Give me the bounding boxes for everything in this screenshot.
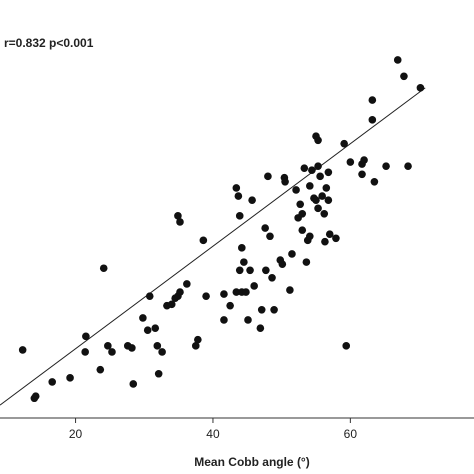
point (302, 258, 311, 266)
point (18, 346, 27, 354)
point (240, 258, 248, 266)
point (292, 186, 300, 194)
point (256, 324, 265, 332)
annotation: r=0.832 p<0.001 (4, 36, 94, 50)
point (346, 158, 355, 166)
point (314, 162, 322, 170)
point (306, 232, 314, 241)
x-tick-label: 20 (69, 427, 83, 441)
point (235, 266, 244, 275)
fit-line (0, 87, 426, 406)
point (262, 266, 270, 275)
point (104, 342, 112, 350)
point (264, 172, 272, 181)
point (360, 156, 368, 164)
point (174, 212, 182, 220)
point (400, 72, 408, 81)
point (278, 260, 287, 268)
point (393, 56, 402, 64)
point (129, 380, 138, 388)
point (308, 166, 316, 175)
point (321, 237, 329, 246)
x-tick-label: 40 (206, 427, 220, 441)
point (48, 378, 57, 386)
point (108, 348, 116, 356)
point (270, 305, 278, 314)
point (220, 290, 228, 298)
point (235, 212, 244, 220)
point (242, 288, 250, 296)
point (234, 192, 243, 200)
point (322, 184, 331, 192)
point (318, 192, 326, 200)
point (342, 342, 351, 350)
point (324, 168, 333, 177)
point (324, 196, 333, 204)
point (314, 204, 322, 213)
point (128, 344, 136, 352)
point (244, 316, 252, 324)
point (31, 392, 40, 401)
point (96, 365, 105, 374)
point (325, 230, 334, 239)
point (82, 332, 90, 341)
point (268, 273, 276, 282)
point (158, 348, 166, 356)
point (298, 209, 307, 218)
point (194, 335, 202, 344)
point (370, 177, 379, 186)
point (286, 286, 294, 294)
point (139, 314, 147, 322)
point (232, 184, 241, 192)
x-axis-label: Mean Cobb angle (°) (194, 455, 309, 469)
point (199, 236, 208, 245)
point (183, 280, 191, 288)
point (81, 348, 89, 356)
point (176, 218, 184, 226)
point (191, 342, 200, 350)
point (340, 139, 348, 148)
point (167, 300, 176, 309)
point (246, 266, 254, 275)
point (250, 282, 258, 290)
point (226, 301, 234, 310)
point (368, 96, 377, 104)
point (143, 326, 152, 334)
point (298, 226, 307, 234)
point (368, 116, 377, 124)
point (416, 84, 425, 92)
point (382, 162, 390, 170)
point (202, 292, 210, 300)
point (296, 200, 305, 209)
point (220, 316, 228, 324)
point (281, 177, 289, 186)
point (99, 264, 108, 273)
point (288, 250, 296, 258)
point (153, 342, 162, 350)
point (358, 170, 366, 179)
point (306, 182, 314, 190)
point (176, 288, 184, 296)
point (151, 324, 160, 332)
point (145, 292, 154, 300)
point (300, 164, 309, 172)
point (248, 196, 256, 204)
point (257, 305, 266, 314)
point (66, 374, 74, 382)
point (312, 196, 320, 204)
point (316, 172, 324, 181)
point (261, 224, 269, 232)
point (154, 369, 163, 378)
point (232, 288, 241, 296)
point (320, 209, 329, 218)
point (266, 232, 274, 241)
point (332, 234, 340, 243)
x-tick-label: 60 (344, 427, 358, 441)
point (404, 162, 412, 170)
point (238, 244, 246, 252)
point (314, 136, 322, 145)
